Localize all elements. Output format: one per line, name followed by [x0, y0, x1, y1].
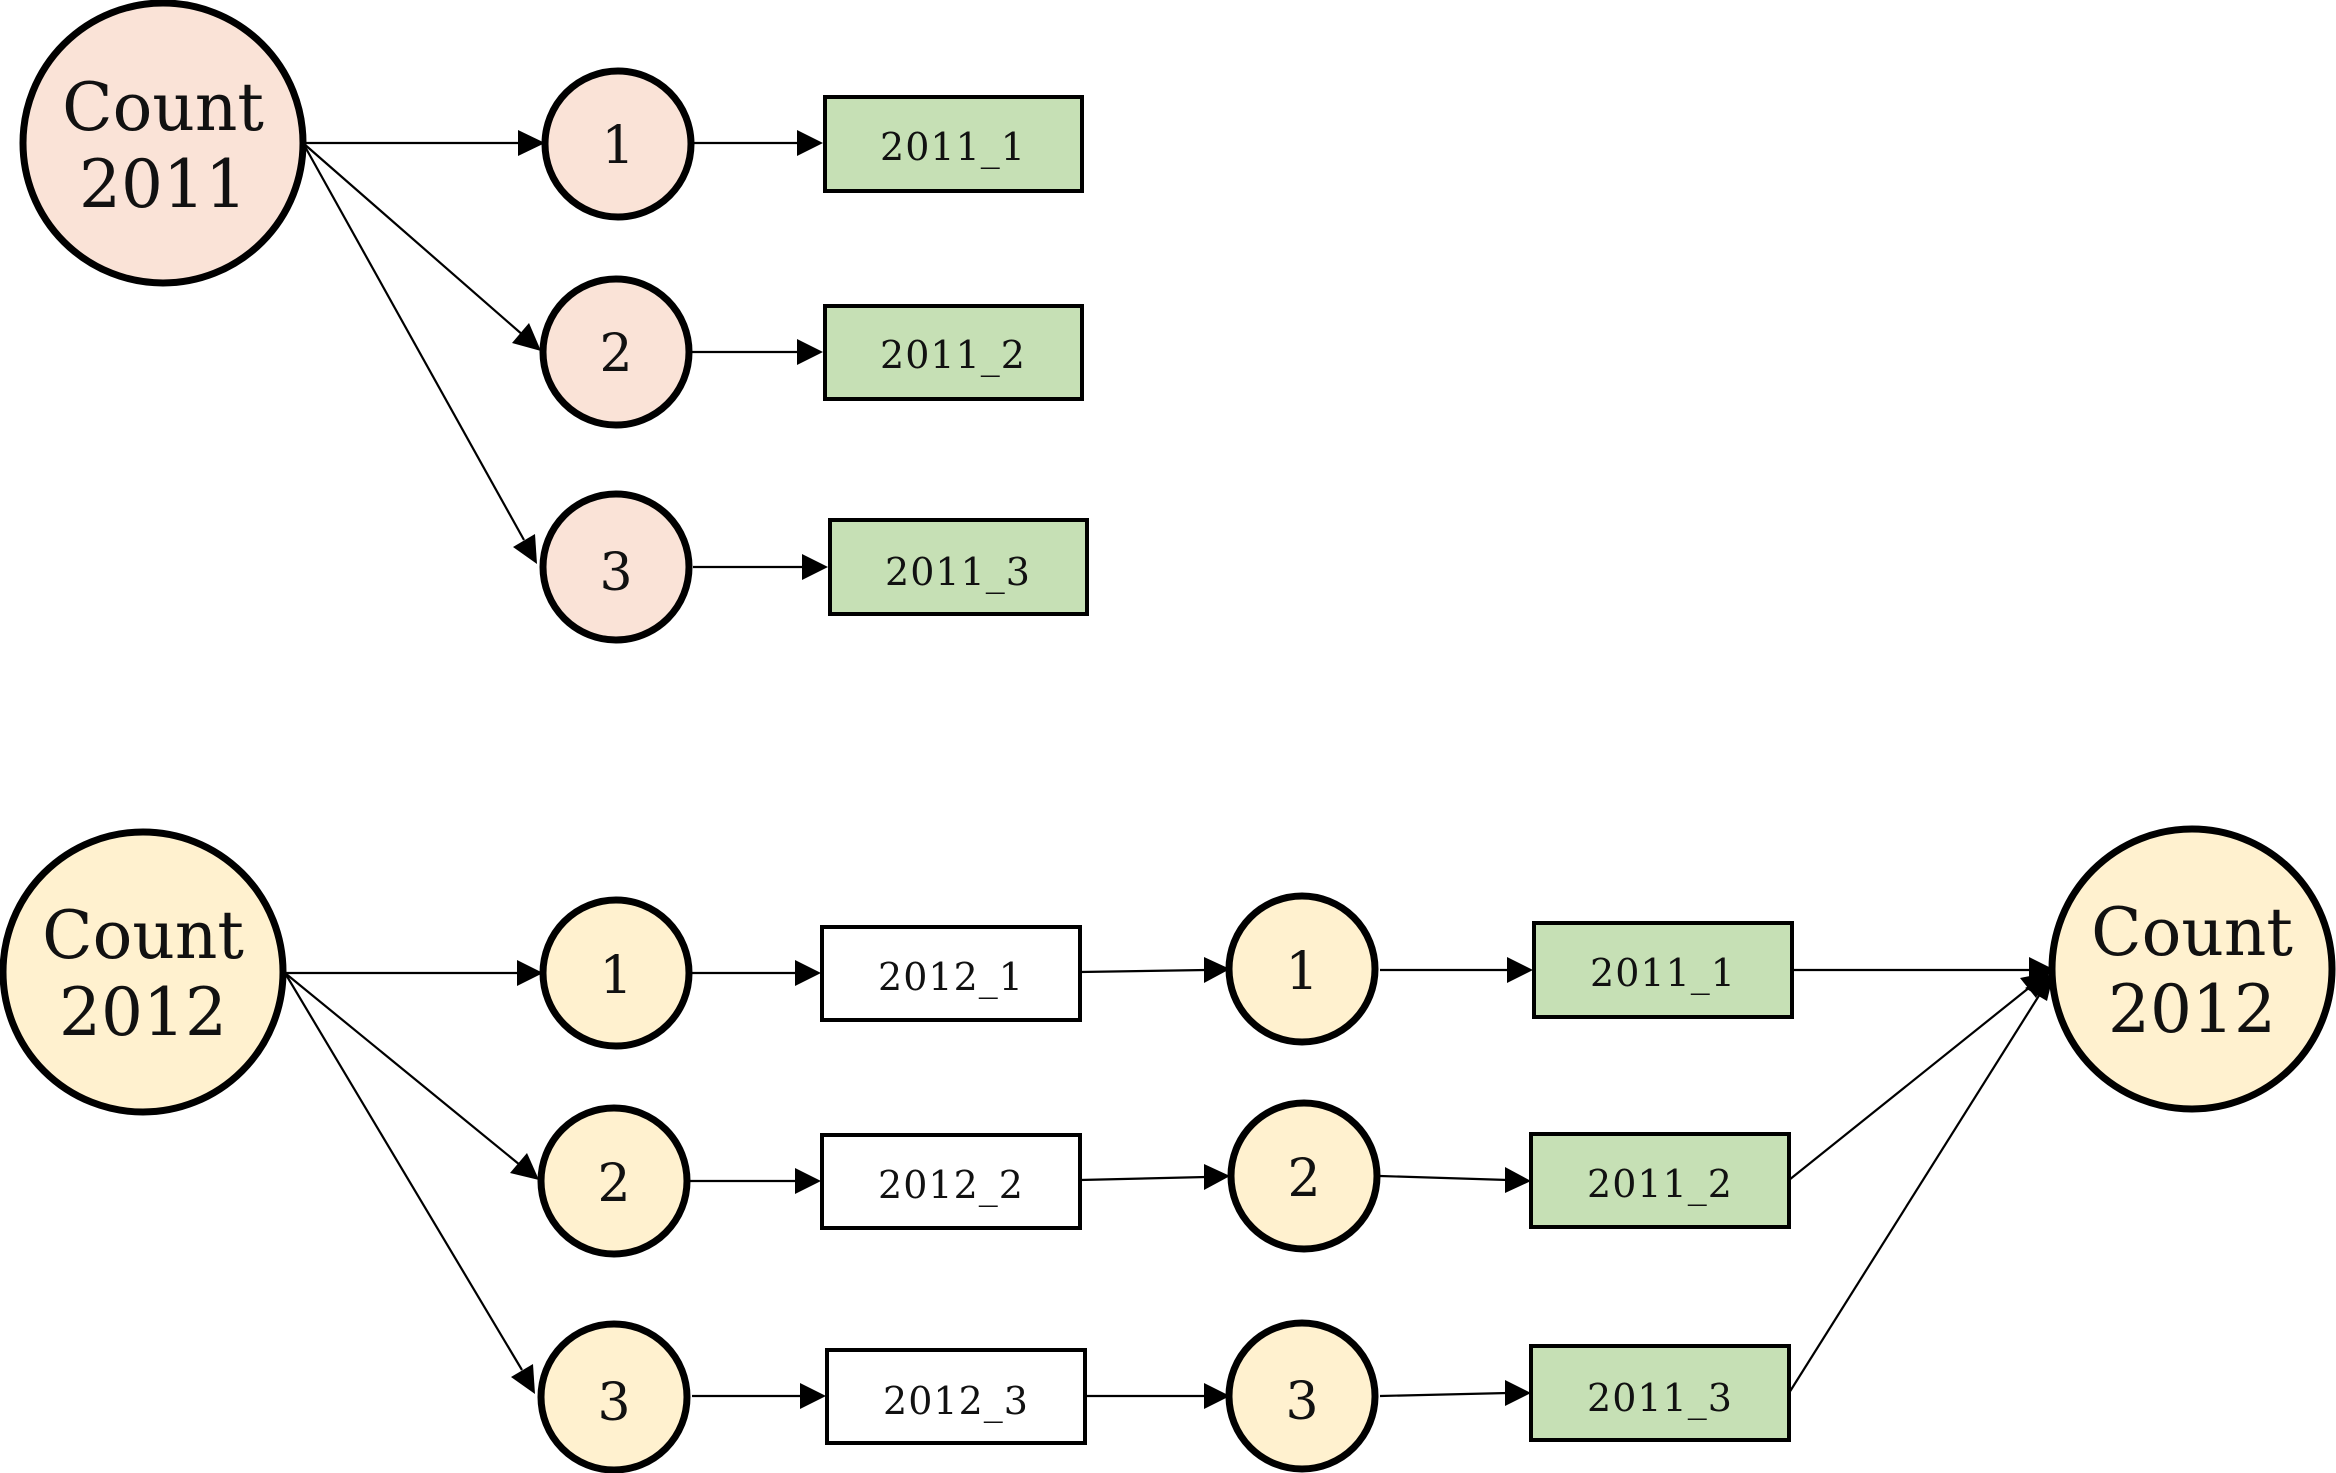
edge-node2-1-to-box-2011-1	[1380, 957, 1533, 983]
box-2012-3: 2012_3	[825, 1348, 1087, 1445]
top-node-3-label: 3	[599, 543, 632, 603]
edge-node-2-to-box-2011-2	[691, 339, 823, 365]
edge-box-2012-3-to-node2-3	[1085, 1383, 1230, 1409]
bottom-node-1: 1	[539, 896, 693, 1050]
edge-node-1-to-box-2012-1	[692, 960, 821, 986]
edge-box-2011-3-to-count2012	[1788, 972, 2054, 1394]
top-box-2011-1-label: 2011_1	[880, 125, 1026, 170]
bottom-box-2011-1-label: 2011_1	[1590, 951, 1736, 996]
bottom-node2-3-label: 3	[1285, 1372, 1318, 1432]
edge-box-2011-2-to-count2012	[1788, 972, 2050, 1181]
edge-box-2012-1-to-node2-1	[1079, 957, 1230, 983]
bottom-node-2-label: 2	[597, 1154, 630, 1214]
bottom-node2-2-label: 2	[1287, 1149, 1320, 1209]
bottom-node2-3: 3	[1225, 1319, 1379, 1473]
bottom-node-1-label: 1	[599, 946, 632, 1006]
edge-node2-3-to-box-2011-3	[1379, 1380, 1531, 1406]
box-2012-1: 2012_1	[820, 925, 1082, 1022]
top-node-1: 1	[541, 67, 695, 221]
count-2011-node: Count 2011	[19, 0, 307, 287]
edge-count2012-to-node-3	[284, 972, 535, 1394]
count-2012-source-label-line2: 2012	[59, 974, 227, 1051]
top-box-2011-3: 2011_3	[828, 518, 1089, 616]
edge-node2-2-to-box-2011-2	[1379, 1167, 1531, 1193]
box-2012-2-label: 2012_2	[878, 1163, 1024, 1208]
count-2012-source-label-line1: Count	[42, 897, 244, 974]
box-2012-3-label: 2012_3	[883, 1379, 1029, 1424]
bottom-box-2011-2-label: 2011_2	[1587, 1162, 1733, 1207]
top-box-2011-3-label: 2011_3	[885, 550, 1031, 595]
bottom-box-2011-3: 2011_3	[1529, 1344, 1791, 1442]
edge-count2012-to-node-2	[284, 972, 539, 1180]
top-box-2011-1: 2011_1	[823, 95, 1084, 193]
box-2012-2: 2012_2	[820, 1133, 1082, 1230]
count-2012-target-node: Count 2012	[2048, 825, 2336, 1113]
box-2012-1-label: 2012_1	[878, 955, 1024, 1000]
bottom-node-3: 3	[537, 1320, 691, 1473]
bottom-box-2011-2: 2011_2	[1529, 1132, 1791, 1229]
edge-count2012-to-node-1	[285, 960, 543, 986]
top-node-2: 2	[539, 275, 693, 429]
edge-count2011-to-node-1	[303, 130, 545, 156]
count-2012-target-label-line2: 2012	[2108, 971, 2276, 1048]
bottom-box-2011-1: 2011_1	[1532, 921, 1794, 1019]
edge-node-3-to-box-2011-3	[693, 554, 828, 580]
edge-count2011-to-node-2	[302, 142, 541, 351]
count-2011-label-line1: Count	[62, 69, 264, 146]
bottom-node2-2: 2	[1227, 1099, 1381, 1253]
edge-box-2011-1-to-count2012	[1792, 957, 2055, 983]
edge-box-2012-2-to-node2-2	[1079, 1164, 1230, 1190]
top-node-2-label: 2	[599, 324, 632, 384]
bottom-box-2011-3-label: 2011_3	[1587, 1376, 1733, 1421]
edge-count2011-to-node-3	[302, 142, 537, 564]
count-2011-label-line2: 2011	[79, 146, 247, 223]
count-2012-target-label-line1: Count	[2091, 894, 2293, 971]
bottom-diagram: Count 2012 1 2 3 2012_1 2012_2 2012_3	[0, 825, 2336, 1473]
bottom-node2-1-label: 1	[1285, 942, 1318, 1002]
bottom-node-3-label: 3	[597, 1373, 630, 1433]
count-2012-source-node: Count 2012	[0, 828, 287, 1116]
edge-node-1-to-box-2011-1	[693, 130, 823, 156]
edges	[284, 130, 2055, 1409]
top-node-3: 3	[539, 490, 693, 644]
top-node-1-label: 1	[601, 116, 634, 176]
top-box-2011-2: 2011_2	[823, 304, 1084, 401]
top-box-2011-2-label: 2011_2	[880, 333, 1026, 378]
bottom-node-2: 2	[537, 1104, 691, 1258]
edge-node-3-to-box-2012-3	[692, 1383, 826, 1409]
edge-node-2-to-box-2012-2	[690, 1168, 821, 1194]
top-diagram: Count 2011 1 2 3 2011_1 2011_2 2011_3	[19, 0, 1089, 644]
bottom-node2-1: 1	[1225, 892, 1379, 1046]
